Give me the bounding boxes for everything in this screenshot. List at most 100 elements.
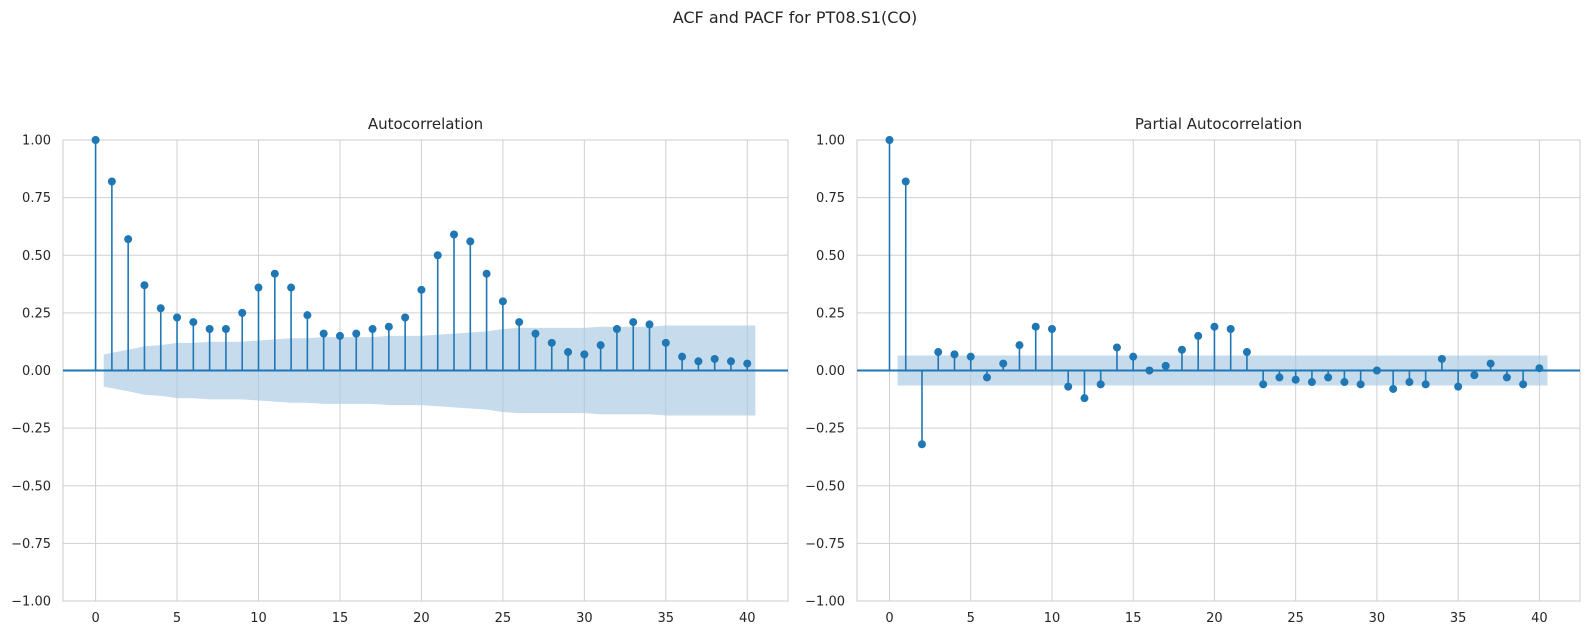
pacf-marker [1177,345,1186,354]
pacf-plot-area: −1.00 −0.75 −0.50 −0.25 0.00 0.25 0.50 0.75 1.00… [805,134,1581,626]
pacf-ytick-label: −0.75 [805,537,845,552]
acf-ytick-label: 0.00 [22,364,51,379]
pacf-marker [1047,325,1056,334]
pacf-marker [1080,394,1089,403]
acf-xtick-label: 20 [413,611,430,626]
pacf-xtick-label: 35 [1450,611,1467,626]
acf-marker [564,348,573,357]
acf-marker [743,359,752,368]
pacf-marker [934,348,943,357]
pacf-xtick-label: 10 [1044,611,1061,626]
pacf-marker [1324,373,1333,382]
pacf-marker [1486,359,1495,368]
acf-xtick-label: 30 [576,611,593,626]
pacf-ytick-label: 0.50 [816,249,845,264]
acf-marker [238,308,247,317]
acf-marker [221,325,230,334]
pacf-marker [982,373,991,382]
acf-marker [580,350,589,359]
pacf-marker [1064,382,1073,391]
pacf-marker [1194,331,1203,340]
figure-suptitle: ACF and PACF for PT08.S1(CO) [673,8,918,27]
pacf-ytick-label: 1.00 [816,134,845,149]
acf-xtick-label: 5 [173,611,181,626]
acf-marker [645,320,654,329]
acf-xtick-label: 25 [495,611,512,626]
acf-marker [450,230,459,239]
pacf-marker [901,177,910,186]
acf-ytick-label: −0.75 [11,537,51,552]
pacf-marker [1015,341,1024,350]
pacf-marker [950,350,959,359]
pacf-marker [1242,348,1251,357]
pacf-marker [1421,380,1430,389]
acf-ytick-label: 1.00 [22,134,51,149]
pacf-marker [1535,364,1544,373]
acf-marker [710,354,719,363]
acf-xtick-label: 40 [739,611,756,626]
pacf-marker [917,440,926,449]
acf-marker [694,357,703,366]
pacf-xtick-label: 40 [1531,611,1548,626]
pacf-marker [885,136,894,144]
pacf-marker [1372,366,1381,375]
acf-marker [726,357,735,366]
acf-marker [335,331,344,340]
acf-marker [352,329,361,338]
pacf-xtick-label: 30 [1369,611,1386,626]
pacf-marker [1145,366,1154,375]
pacf-marker [1389,384,1398,393]
acf-marker [205,325,214,334]
pacf-ytick-label: 0.75 [816,191,845,206]
pacf-marker [1502,373,1511,382]
acf-marker [189,318,198,327]
pacf-ytick-label: −0.25 [805,422,845,437]
acf-xtick-label: 15 [332,611,349,626]
acf-ytick-label: −0.50 [11,479,51,494]
acf-marker [629,318,638,327]
acf-xtick-label: 10 [250,611,267,626]
acf-marker [401,313,410,322]
acf-marker [384,322,393,331]
pacf-axes: −1.00 −0.75 −0.50 −0.25 0.00 0.25 0.50 0.75 1.00… [805,115,1581,626]
pacf-marker [1096,380,1105,389]
acf-marker [547,338,556,347]
acf-title: Autocorrelation [368,115,483,133]
acf-marker [515,318,524,327]
pacf-marker [1161,361,1170,370]
acf-ytick-label: −0.25 [11,422,51,437]
pacf-marker [1259,380,1268,389]
pacf-marker [1307,378,1316,387]
acf-marker [254,283,263,292]
acf-marker [531,329,540,338]
acf-axes: −1.00 −0.75 −0.50 −0.25 0.00 0.25 0.50 0.75 1.00… [11,115,789,626]
pacf-marker [1519,380,1528,389]
acf-ytick-label: 0.75 [22,191,51,206]
pacf-marker [1275,373,1284,382]
acf-marker [482,269,491,278]
pacf-ytick-label: −0.50 [805,479,845,494]
pacf-xtick-label: 5 [967,611,975,626]
acf-ytick-label: 0.25 [22,306,51,321]
pacf-ytick-label: 0.00 [816,364,845,379]
pacf-marker [1129,352,1138,361]
pacf-ytick-label: 0.25 [816,306,845,321]
pacf-xtick-label: 20 [1206,611,1223,626]
acf-marker [173,313,182,322]
pacf-marker [1031,322,1040,331]
pacf-marker [1291,375,1300,384]
pacf-marker [999,359,1008,368]
acf-marker [287,283,296,292]
pacf-marker [966,352,975,361]
pacf-marker [1405,378,1414,387]
acf-marker [417,285,426,294]
acf-marker [140,281,149,290]
acf-ytick-label: 0.50 [22,249,51,264]
pacf-marker [1226,325,1235,334]
acf-marker [270,269,279,278]
pacf-xtick-label: 25 [1287,611,1304,626]
acf-marker [303,311,312,320]
pacf-marker [1112,343,1121,352]
pacf-xtick-label: 0 [885,611,893,626]
